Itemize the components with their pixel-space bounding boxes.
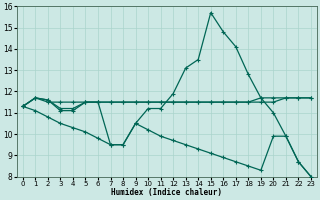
X-axis label: Humidex (Indice chaleur): Humidex (Indice chaleur) [111,188,222,197]
